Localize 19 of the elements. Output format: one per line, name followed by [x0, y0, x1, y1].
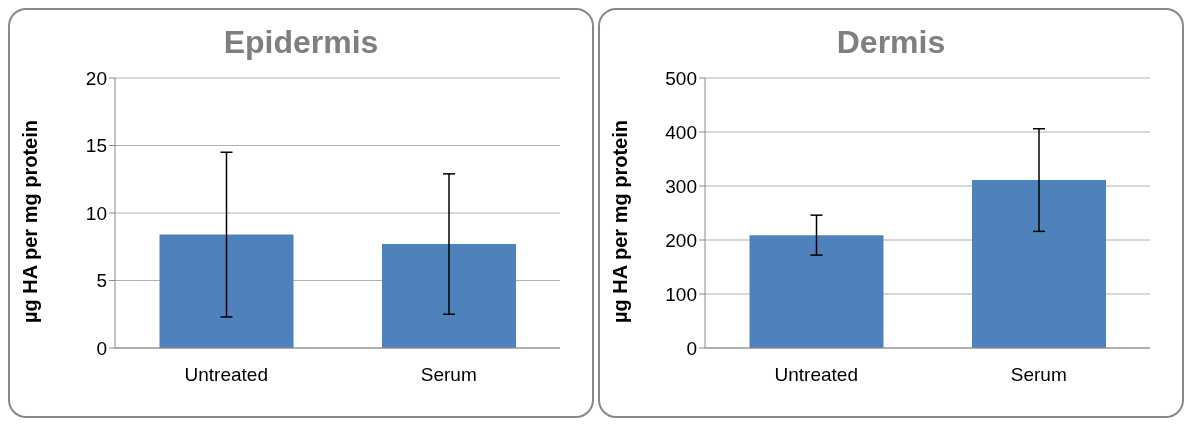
x-tick-label: Serum [1010, 364, 1067, 386]
x-tick-label: Untreated [184, 364, 268, 386]
y-tick-label: 10 [85, 202, 107, 224]
y-tick-label: 0 [686, 337, 697, 359]
y-tick-label: 300 [665, 175, 697, 197]
y-tick-label: 5 [96, 270, 107, 292]
chart-title: Dermis [835, 24, 947, 62]
y-tick-label: 15 [85, 135, 107, 157]
chart-title: Epidermis [222, 24, 380, 62]
y-axis-title: µg HA per mg protein [19, 119, 42, 323]
x-tick-label: Untreated [774, 364, 858, 386]
y-tick-label: 20 [85, 67, 107, 89]
y-tick-label: 200 [665, 229, 697, 251]
y-tick-label: 400 [665, 121, 697, 143]
y-tick-label: 0 [96, 337, 107, 359]
y-tick-label: 100 [665, 283, 697, 305]
y-tick-label: 500 [665, 67, 697, 89]
x-tick-label: Serum [420, 364, 477, 386]
y-axis-title: µg HA per mg protein [609, 119, 632, 323]
